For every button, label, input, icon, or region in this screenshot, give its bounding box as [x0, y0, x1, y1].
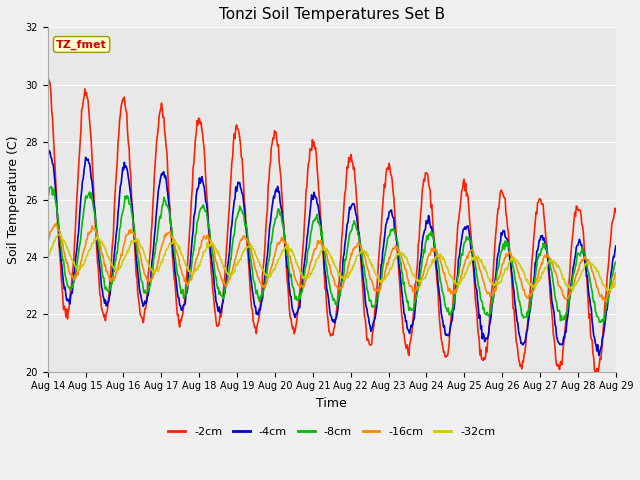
-8cm [55, 223, 63, 228]
-32cm [402, 255, 410, 261]
Line: -4cm: -4cm [48, 151, 616, 356]
Y-axis label: Soil Temperature (C): Soil Temperature (C) [7, 135, 20, 264]
-8cm [201, 208, 209, 214]
Legend: -2cm, -4cm, -8cm, -16cm, -32cm: -2cm, -4cm, -8cm, -16cm, -32cm [164, 422, 500, 441]
-32cm [419, 276, 426, 282]
X-axis label: Time: Time [316, 397, 347, 410]
-2cm [113, 170, 120, 176]
-2cm [44, 71, 52, 77]
-2cm [54, 225, 62, 231]
Line: -16cm: -16cm [48, 223, 616, 301]
Line: -32cm: -32cm [48, 234, 616, 290]
-16cm [201, 235, 209, 241]
-4cm [612, 243, 620, 249]
-32cm [171, 237, 179, 242]
-4cm [55, 223, 63, 229]
-4cm [595, 353, 603, 359]
-8cm [44, 194, 52, 200]
-8cm [419, 256, 426, 262]
-16cm [602, 298, 609, 304]
-32cm [113, 268, 121, 274]
-2cm [591, 371, 599, 376]
-32cm [44, 256, 52, 262]
-16cm [402, 266, 410, 272]
-16cm [419, 274, 426, 280]
-8cm [171, 252, 179, 258]
-2cm [401, 338, 409, 344]
-2cm [170, 276, 178, 281]
-16cm [52, 220, 60, 226]
-2cm [200, 145, 208, 151]
-8cm [48, 184, 56, 190]
-4cm [44, 153, 52, 158]
-16cm [44, 240, 52, 246]
Text: TZ_fmet: TZ_fmet [56, 39, 107, 49]
-32cm [201, 249, 209, 255]
-4cm [402, 319, 410, 324]
-16cm [612, 270, 620, 276]
-8cm [596, 319, 604, 325]
-2cm [612, 209, 620, 215]
-8cm [402, 291, 410, 297]
-32cm [54, 232, 62, 238]
Line: -2cm: -2cm [48, 74, 616, 373]
-16cm [55, 227, 63, 233]
-16cm [113, 267, 121, 273]
-32cm [56, 231, 63, 237]
Line: -8cm: -8cm [48, 187, 616, 322]
-8cm [612, 259, 620, 265]
-32cm [612, 278, 620, 284]
-4cm [171, 268, 179, 274]
-16cm [171, 243, 179, 249]
-4cm [45, 148, 53, 154]
-4cm [419, 239, 426, 245]
-8cm [113, 250, 121, 256]
-4cm [113, 223, 121, 229]
-2cm [418, 203, 426, 209]
-32cm [570, 288, 577, 293]
Title: Tonzi Soil Temperatures Set B: Tonzi Soil Temperatures Set B [219, 7, 445, 22]
-4cm [201, 191, 209, 196]
